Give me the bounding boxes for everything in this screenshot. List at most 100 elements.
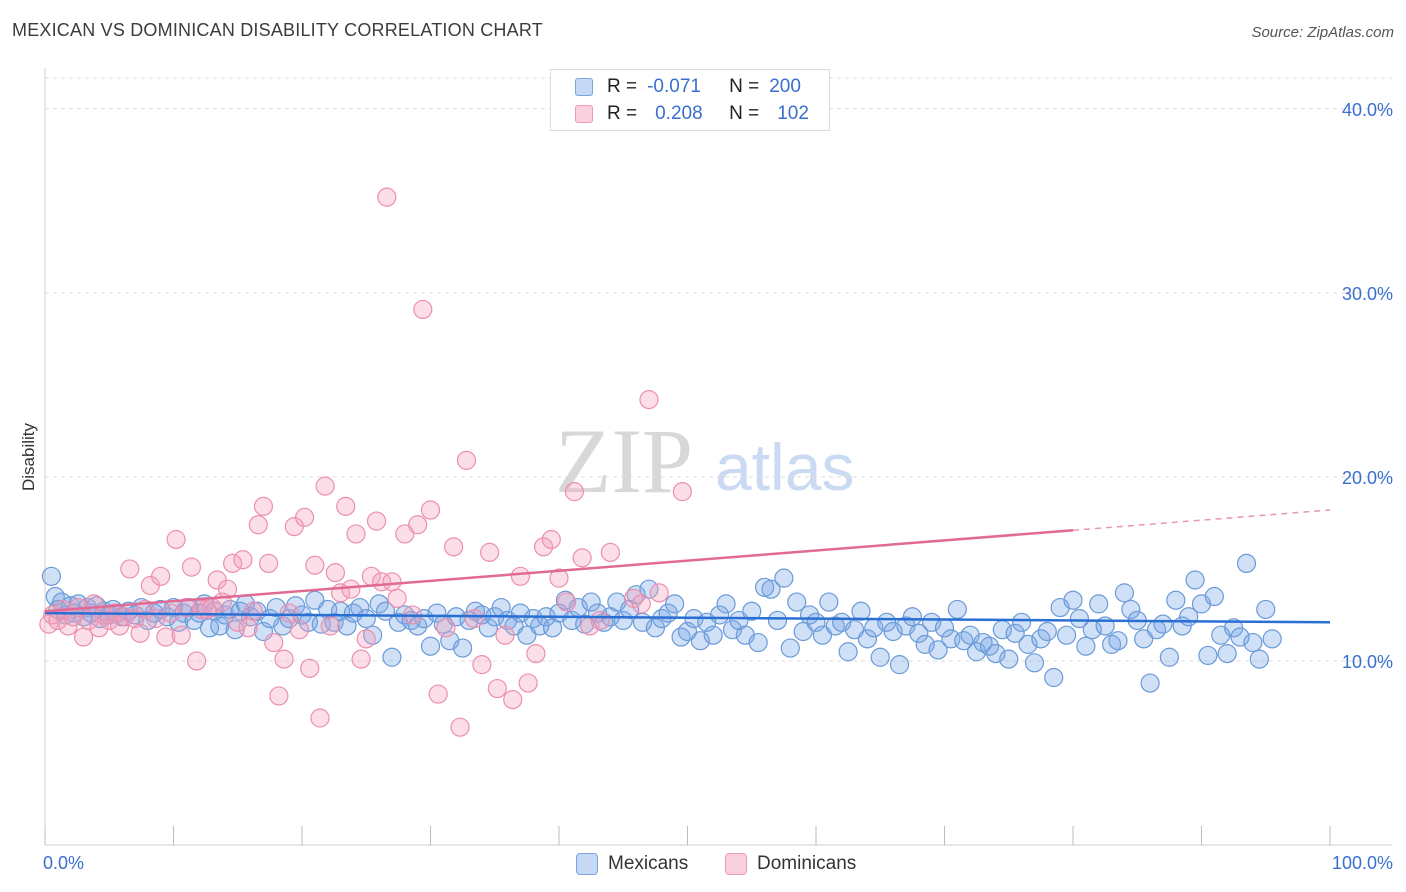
dominican-point: [279, 603, 299, 623]
mexican-point: [928, 640, 948, 660]
mexican-trend-line: [44, 611, 1331, 624]
mexican-point: [902, 607, 922, 627]
mexican-point: [1108, 631, 1128, 651]
dominican-point: [564, 482, 585, 502]
dominican-point: [590, 610, 610, 631]
mexican-point: [748, 632, 768, 653]
dominican-point: [387, 588, 407, 608]
dominican-point: [672, 482, 692, 502]
mexican-point: [210, 616, 230, 636]
dominicans-swatch: [575, 105, 593, 123]
mexican-point: [1076, 636, 1096, 656]
dominican-point: [243, 601, 263, 621]
dominican-point: [166, 529, 186, 550]
mexican-point: [324, 612, 344, 632]
dominican-point: [600, 542, 621, 562]
dominican-point: [336, 496, 356, 516]
mexican-point: [889, 655, 910, 675]
legend-row-dominicans: R = 0.208 N = 102: [575, 102, 809, 126]
dominican-point: [258, 553, 279, 574]
series-legend-dominicans: Dominicans: [725, 852, 856, 876]
dominican-point: [533, 537, 554, 557]
dominican-point: [487, 678, 507, 699]
y-tick-label: 20.0%: [1342, 468, 1393, 488]
dominican-point: [341, 579, 361, 599]
dominican-point: [444, 537, 464, 557]
mexican-point: [979, 636, 1000, 656]
mexican-point: [453, 638, 473, 658]
mexican-point: [369, 594, 389, 614]
dominican-point: [233, 550, 253, 570]
mexicans-n-value: 200: [769, 76, 801, 97]
dominican-point: [408, 515, 428, 535]
x-tick-label-min: 0.0%: [43, 853, 84, 873]
dominican-point: [181, 557, 202, 577]
mexican-point: [787, 592, 807, 612]
mexican-point: [742, 601, 762, 621]
dominican-point: [176, 597, 196, 618]
dominican-point: [253, 496, 274, 516]
mexicans-r-value: -0.071: [647, 76, 701, 97]
mexican-point: [838, 642, 858, 662]
dominican-point: [325, 563, 346, 583]
mexican-point: [1101, 634, 1122, 654]
dominican-point: [187, 651, 207, 671]
dominican-point: [631, 594, 651, 614]
mexican-point: [774, 568, 794, 588]
legend-row-mexicans: R = -0.071 N = 200: [575, 75, 801, 99]
dominicans-n-value: 102: [777, 103, 809, 124]
mexican-point: [1140, 673, 1160, 693]
dominican-point: [346, 524, 366, 544]
n-label: N =: [729, 103, 760, 124]
dominican-point: [269, 686, 289, 706]
dominican-point: [351, 649, 371, 669]
dominican-point: [413, 299, 433, 320]
mexican-point: [581, 592, 601, 612]
dominican-point: [289, 620, 310, 640]
mexican-point: [1198, 645, 1218, 666]
dominican-trend-extension: [1072, 509, 1331, 532]
mexican-point: [1256, 599, 1276, 620]
dominican-point: [420, 500, 441, 520]
dominican-point: [503, 690, 523, 710]
dominican-point: [572, 548, 592, 568]
dominican-point: [310, 708, 330, 728]
r-label: R =: [607, 103, 638, 124]
dominican-point: [264, 632, 284, 653]
mexican-point: [909, 623, 929, 643]
mexicans-legend-swatch: [576, 853, 598, 875]
mexican-point: [382, 647, 402, 667]
dominican-point: [495, 625, 515, 645]
mexican-point: [761, 579, 781, 599]
dominican-point: [382, 572, 402, 592]
dominican-point: [510, 566, 531, 586]
y-tick-label: 40.0%: [1342, 100, 1393, 120]
dominican-point: [217, 579, 238, 599]
n-label: N =: [729, 76, 760, 97]
dominican-point: [223, 553, 243, 574]
dominican-point: [541, 529, 561, 550]
mexican-point: [947, 599, 967, 620]
mexican-point: [427, 603, 447, 623]
dominican-point: [549, 568, 569, 588]
dominican-point: [456, 450, 477, 470]
mexican-point: [1153, 614, 1173, 634]
mexican-point: [1089, 594, 1109, 614]
dominican-point: [356, 629, 376, 649]
y-tick-label: 30.0%: [1342, 284, 1393, 304]
mexican-point: [1243, 632, 1263, 653]
dominicans-legend-label: Dominicans: [757, 853, 857, 874]
mexican-point: [1114, 583, 1135, 603]
mexican-point: [819, 592, 839, 612]
mexican-point: [420, 636, 441, 656]
mexican-point: [999, 649, 1019, 669]
dominican-point: [248, 515, 268, 535]
dominican-point: [171, 625, 191, 645]
series-legend-mexicans: Mexicans: [576, 852, 688, 876]
x-tick-label-max: 100.0%: [1332, 853, 1393, 873]
mexican-point: [825, 616, 845, 636]
watermark-zip: ZIP: [555, 410, 693, 512]
mexican-point: [1011, 612, 1032, 632]
mexican-point: [754, 577, 775, 597]
